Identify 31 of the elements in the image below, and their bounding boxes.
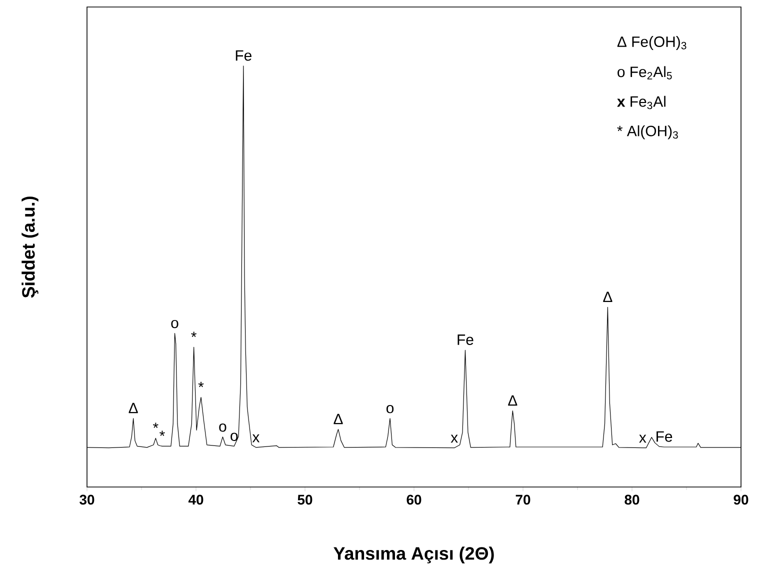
x-tick-label: 70 xyxy=(516,494,530,505)
annotation: Fe xyxy=(656,431,672,442)
annotation: o Fe$_{2}$Al$_{5}$ xyxy=(618,66,672,80)
annotation: Fe xyxy=(458,334,474,345)
annotation: o xyxy=(219,424,226,432)
annotation: o xyxy=(386,405,394,414)
annotation: Δ xyxy=(128,402,138,414)
annotation: x xyxy=(450,434,458,443)
annotation: * xyxy=(160,430,165,436)
annotation: * xyxy=(153,422,158,428)
annotation: x xyxy=(639,434,646,443)
x-axis-title: Yansıma Açısı (2Θ) xyxy=(334,546,494,564)
annotation: Δ xyxy=(334,414,343,424)
annotation: o xyxy=(230,432,238,441)
x-tick-label: 90 xyxy=(734,494,748,505)
x-tick-label: 50 xyxy=(298,494,312,505)
annotation: * xyxy=(191,332,196,337)
x-tick-label: 60 xyxy=(406,494,422,505)
x-tick-label: 40 xyxy=(188,494,204,505)
y-axis-title: Şiddet (a.u.) xyxy=(22,196,38,298)
annotation: * Al(OH)$_{3}$ xyxy=(617,125,678,140)
annotation: x Fe$_{3}$Al xyxy=(617,96,666,110)
annotation: Δ xyxy=(508,395,518,406)
annotation: Fe xyxy=(236,50,252,61)
annotation: * xyxy=(198,382,204,388)
text: Δ Fe(OH)$_{3}$ xyxy=(617,36,686,50)
x-tick-label: 30 xyxy=(80,494,94,505)
annotation: o xyxy=(171,320,178,328)
annotation: x xyxy=(252,434,260,442)
x-tick-label: 80 xyxy=(624,494,640,505)
annotation: Δ xyxy=(603,292,612,302)
